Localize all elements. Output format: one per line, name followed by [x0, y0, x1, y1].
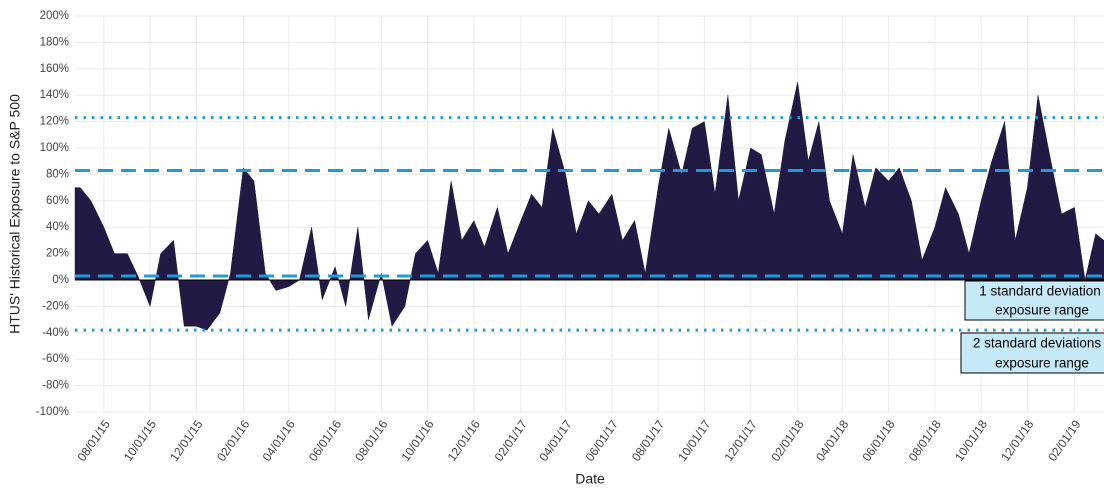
x-tick-label: 02/01/16	[214, 417, 252, 464]
x-tick-label: 06/01/16	[306, 417, 344, 464]
y-tick-label: 20%	[46, 248, 69, 260]
x-tick-label: 08/01/15	[75, 417, 113, 464]
x-tick-label: 02/01/19	[1045, 417, 1083, 464]
x-tick-label: 10/01/15	[121, 417, 159, 464]
y-tick-label: -100%	[36, 406, 69, 418]
y-tick-label: -20%	[42, 300, 69, 312]
y-tick-label: 40%	[46, 221, 69, 233]
annotation: exposure range	[995, 303, 1089, 318]
x-tick-label: 08/01/17	[629, 417, 667, 464]
x-tick-label: 12/01/16	[445, 417, 483, 464]
area	[74, 81, 1104, 331]
annotation: 2 standard deviations	[973, 336, 1102, 351]
x-axis-title: Date	[575, 471, 605, 487]
y-tick-label: 80%	[46, 168, 69, 180]
x-tick-label: 08/01/16	[352, 417, 390, 464]
y-tick-label: -60%	[42, 353, 69, 365]
x-tick-label: 04/01/16	[260, 417, 298, 464]
y-tick-label: 60%	[46, 195, 69, 207]
y-tick-label: 140%	[40, 89, 69, 101]
x-tick-label: 10/01/18	[952, 417, 990, 464]
annotation-box	[964, 280, 1104, 321]
y-tick-label: -40%	[42, 327, 69, 339]
y-tick-label: 180%	[40, 36, 69, 48]
y-tick-label: 0%	[52, 274, 69, 286]
y-tick-label: 120%	[40, 116, 69, 128]
x-tick-label: 06/01/17	[583, 417, 621, 464]
x-tick-label: 04/01/17	[536, 417, 574, 464]
y-tick-label: 160%	[40, 63, 69, 75]
x-tick-label: 06/01/18	[859, 417, 897, 464]
x-tick-label: 08/01/18	[906, 417, 944, 464]
x-tick-label: 10/01/16	[398, 417, 436, 464]
x-tick-label: 10/01/17	[675, 417, 713, 464]
x-tick-label: 12/01/17	[721, 417, 759, 464]
x-tick-label: 02/01/18	[768, 417, 806, 464]
x-tick-label: 04/01/18	[813, 417, 851, 464]
x-tick-label: 12/01/18	[998, 417, 1036, 464]
annotation: 1 standard deviation	[979, 284, 1101, 299]
y-tick-label: 100%	[40, 142, 69, 154]
annotation: exposure range	[995, 356, 1089, 371]
x-tick-label: 02/01/17	[492, 417, 530, 464]
y-tick-label: -80%	[42, 380, 69, 392]
marks	[74, 81, 1104, 332]
annotation-box	[960, 332, 1104, 374]
y-axis-title: HTUS' Historical Exposure to S&P 500	[7, 94, 23, 334]
y-tick-label: 200%	[40, 10, 69, 22]
x-tick-label: 12/01/15	[167, 417, 205, 464]
